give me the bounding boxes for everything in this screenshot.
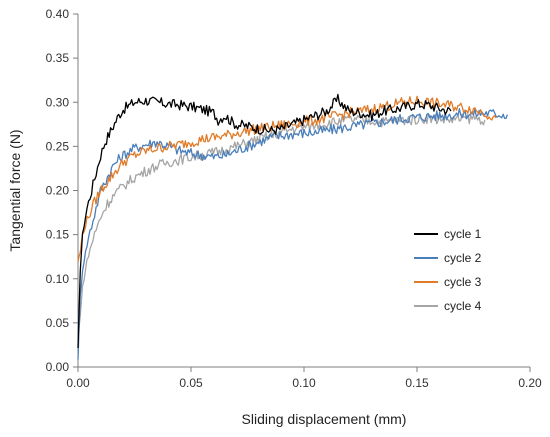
y-tick-label: 0.20 xyxy=(46,184,70,198)
y-axis-title: Tangential force (N) xyxy=(7,129,23,251)
x-tick-label: 0.15 xyxy=(405,376,429,390)
x-tick-label: 0.20 xyxy=(518,376,542,390)
x-axis-title: Sliding displacement (mm) xyxy=(242,411,407,427)
series-line-cycle-2 xyxy=(77,108,509,360)
legend-label: cycle 2 xyxy=(444,251,482,265)
series-line-cycle-3 xyxy=(77,95,497,262)
y-tick-label: 0.25 xyxy=(46,139,70,153)
y-tick-label: 0.15 xyxy=(46,228,70,242)
series-line-cycle-4 xyxy=(77,113,486,341)
y-tick-label: 0.05 xyxy=(46,316,70,330)
legend-label: cycle 4 xyxy=(444,299,482,313)
legend: cycle 1 cycle 2 cycle 3 cycle 4 xyxy=(414,227,482,313)
x-tick-label: 0.10 xyxy=(292,376,316,390)
x-tick-label: 0.05 xyxy=(179,376,203,390)
x-axis: 0.00 0.05 0.10 0.15 0.20 xyxy=(66,366,542,390)
y-axis: 0.00 0.05 0.10 0.15 0.20 0.25 0.30 0.35 0.40 xyxy=(46,7,79,374)
legend-label: cycle 1 xyxy=(444,227,482,241)
series-line-cycle-1 xyxy=(77,93,452,348)
y-tick-label: 0.35 xyxy=(46,51,70,65)
y-tick-label: 0.40 xyxy=(46,7,70,21)
y-tick-label: 0.10 xyxy=(46,272,70,286)
series-layer xyxy=(77,93,509,360)
x-tick-label: 0.00 xyxy=(66,376,90,390)
y-tick-label: 0.00 xyxy=(46,360,70,374)
legend-label: cycle 3 xyxy=(444,275,482,289)
y-tick-label: 0.30 xyxy=(46,95,70,109)
